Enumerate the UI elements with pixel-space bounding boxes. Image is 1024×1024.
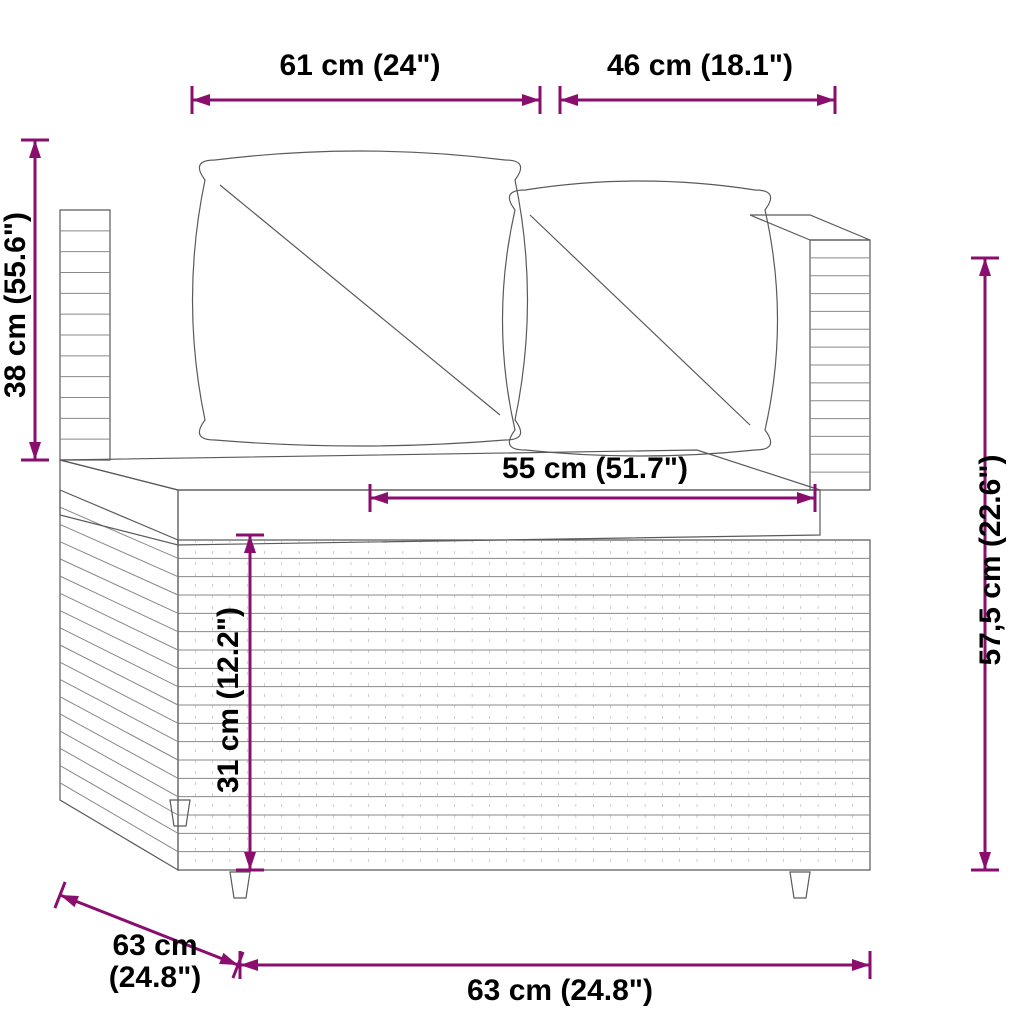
dim-right-label: 57,5 cm (22.6") — [974, 454, 1007, 665]
dim-top-right-label: 46 cm (18.1") — [607, 49, 793, 82]
dim-seat-width — [370, 484, 815, 512]
foot-0 — [170, 800, 190, 826]
dim-top-right — [560, 86, 835, 114]
seat-cushion-top — [60, 450, 820, 490]
dim-depth-label1: 63 cm — [112, 929, 197, 962]
pillow-left — [193, 151, 528, 446]
dim-seat-width-label: 55 cm (51.7") — [502, 452, 688, 485]
dim-depth-label2: (24.8") — [109, 961, 202, 994]
dim-top-left — [192, 86, 540, 114]
furniture-sketch — [60, 151, 870, 898]
dim-top-left-label: 61 cm (24") — [280, 49, 441, 82]
foot-1 — [230, 872, 250, 898]
foot-2 — [790, 872, 810, 898]
base-side — [60, 490, 178, 870]
dim-left-label: 38 cm (55.6") — [0, 212, 32, 398]
dim-width-label: 63 cm (24.8") — [467, 974, 653, 1007]
pillow-right — [503, 181, 778, 456]
dim-seat-height-label: 31 cm (12.2") — [212, 607, 245, 793]
